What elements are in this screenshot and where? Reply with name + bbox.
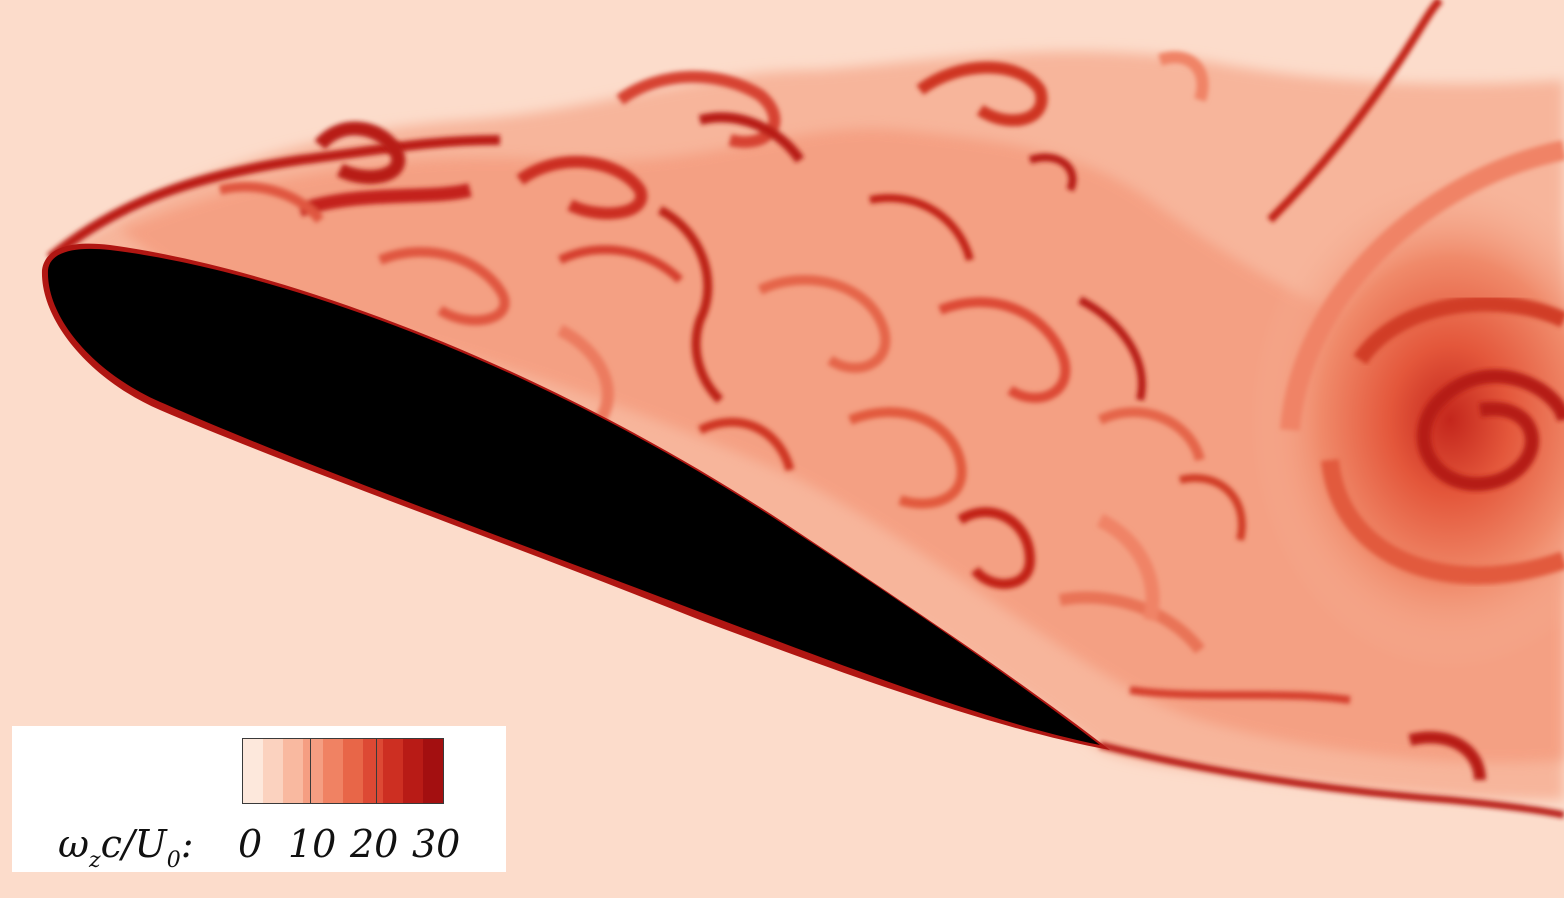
colorbar	[242, 738, 444, 804]
colorbar-tick: 10	[288, 822, 337, 866]
colorbar-legend: ωzc/U0: 0 10 20 30	[12, 726, 506, 873]
colorbar-swatch	[403, 739, 423, 803]
colorbar-swatch	[283, 739, 303, 803]
colorbar-swatch	[383, 739, 403, 803]
colorbar-swatch	[343, 739, 363, 803]
colorbar-tick: 0	[238, 822, 263, 866]
colorbar-swatch	[303, 739, 323, 803]
colorbar-swatch	[243, 739, 263, 803]
colorbar-divider	[376, 739, 378, 803]
colorbar-swatch	[263, 739, 283, 803]
trailing-vortex	[1250, 140, 1564, 670]
colorbar-tick: 20	[350, 822, 399, 866]
airfoil	[47, 248, 1101, 745]
turbulent-eddies	[218, 0, 1564, 819]
colorbar-swatch	[423, 739, 443, 803]
shear-layer	[46, 135, 501, 262]
colorbar-divider	[309, 739, 311, 803]
colorbar-label: ωzc/U0:	[58, 822, 194, 873]
colorbar-tick: 30	[412, 822, 461, 866]
colorbar-swatch	[363, 739, 383, 803]
colorbar-swatch	[323, 739, 343, 803]
wake-inner	[120, 128, 1564, 763]
